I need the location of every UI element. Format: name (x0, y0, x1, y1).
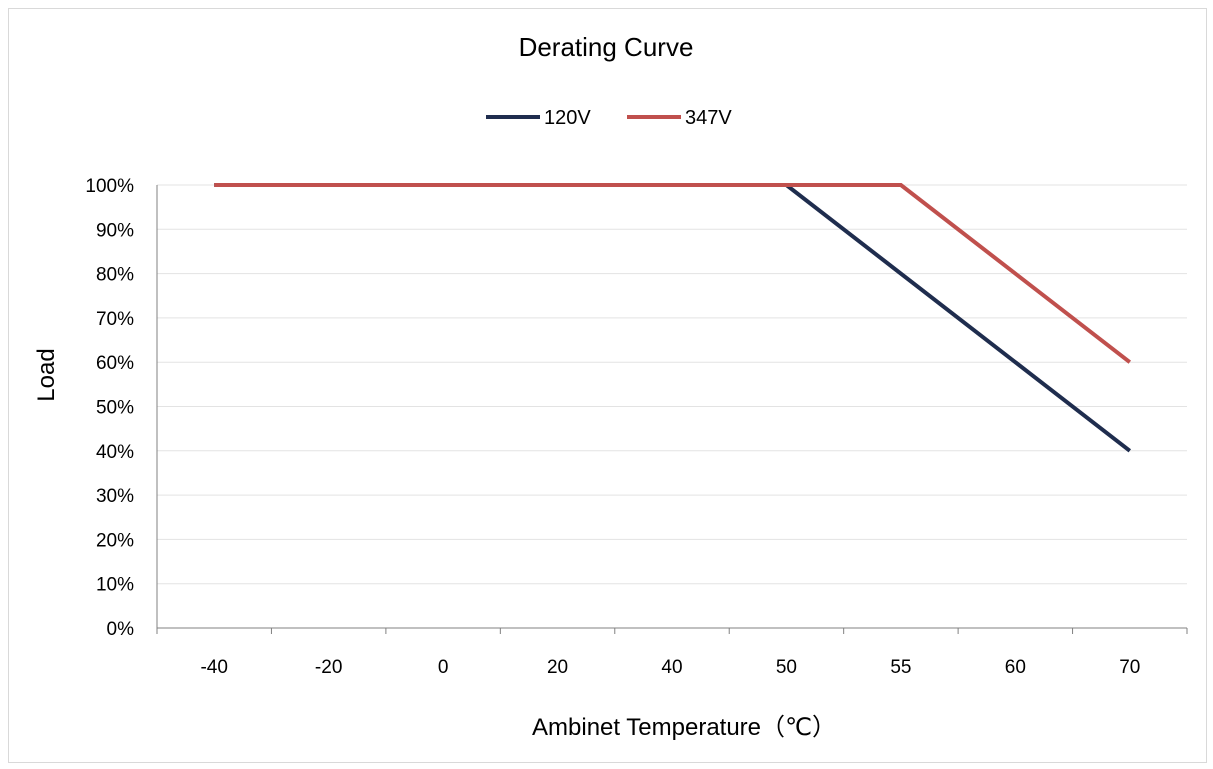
y-tick-labels: 0% 10% 20% 30% 40% 50% 60% 70% 80% 90% 100% (85, 176, 134, 640)
legend: 120V 347V (486, 107, 732, 129)
x-tick-label: 60 (1005, 657, 1026, 678)
x-tick-label: 55 (890, 657, 911, 678)
series-lines (214, 183, 1132, 453)
y-tick-label: 100% (85, 176, 134, 197)
gridlines (157, 184, 1187, 585)
axes (156, 185, 1188, 634)
y-tick-label: 60% (96, 353, 134, 374)
chart-title: Derating Curve (519, 32, 694, 62)
legend-label-347v: 347V (685, 107, 732, 129)
x-tick-label: 40 (661, 657, 682, 678)
y-tick-label: 30% (96, 486, 134, 507)
x-tick-label: 20 (547, 657, 568, 678)
y-tick-label: 40% (96, 442, 134, 463)
x-tick-label: -40 (200, 657, 227, 678)
chart-frame (8, 8, 1207, 763)
x-axis-title: Ambinet Temperature（℃） (532, 714, 836, 741)
x-tick-label: 50 (776, 657, 797, 678)
y-tick-label: 90% (96, 220, 134, 241)
x-tick-label: -20 (315, 657, 342, 678)
x-tick-label: 0 (438, 657, 449, 678)
y-tick-label: 20% (96, 530, 134, 551)
y-tick-label: 10% (96, 575, 134, 596)
legend-label-120v: 120V (544, 107, 591, 129)
y-axis-title: Load (33, 348, 60, 401)
x-tick-label: 70 (1119, 657, 1140, 678)
y-tick-label: 80% (96, 265, 134, 286)
y-tick-label: 70% (96, 309, 134, 330)
y-tick-label: 0% (107, 619, 135, 640)
series-line-347v (214, 183, 1132, 364)
y-tick-label: 50% (96, 398, 134, 419)
x-tick-labels: -40 -20 0 20 40 50 55 60 70 (200, 657, 1140, 678)
